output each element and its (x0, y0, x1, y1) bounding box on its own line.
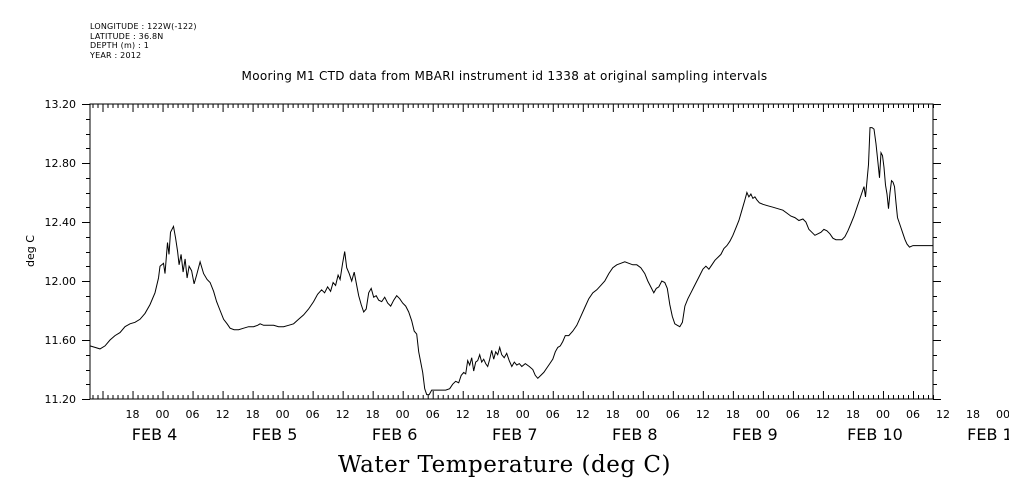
x-tick-label: 18 (846, 408, 860, 421)
x-tick-label: 00 (996, 408, 1009, 421)
x-tick-label: 06 (306, 408, 320, 421)
x-tick-label: 00 (396, 408, 410, 421)
longitude-label: LONGITUDE : 122W(-122) (90, 22, 197, 31)
y-tick-label: 12.40 (45, 216, 77, 229)
temperature-series-line (89, 127, 933, 396)
x-tick-label: 06 (666, 408, 680, 421)
y-tick-label: 11.20 (45, 393, 77, 406)
x-tick-label: 18 (486, 408, 500, 421)
x-day-label: FEB 10 (847, 425, 903, 444)
chart-title: Mooring M1 CTD data from MBARI instrumen… (241, 69, 768, 83)
x-tick-label: 12 (816, 408, 830, 421)
y-axis-label: deg C (24, 235, 37, 267)
plot-frame (89, 103, 934, 400)
x-day-label: FEB 8 (612, 425, 658, 444)
x-day-label: FEB 11 (967, 425, 1009, 444)
x-tick-label: 12 (936, 408, 950, 421)
latitude-label: LATITUDE : 36.8N (90, 31, 164, 41)
metadata-block: LONGITUDE : 122W(-122) LATITUDE : 36.8N … (90, 22, 197, 60)
x-tick-label: 12 (696, 408, 710, 421)
x-tick-label: 06 (186, 408, 200, 421)
x-tick-label: 00 (276, 408, 290, 421)
x-tick-label: 00 (516, 408, 530, 421)
x-day-label: FEB 6 (372, 425, 418, 444)
x-day-label: FEB 5 (252, 425, 298, 444)
y-tick-label: 12.00 (45, 275, 77, 288)
x-tick-label: 06 (906, 408, 920, 421)
x-tick-label: 00 (876, 408, 890, 421)
y-tick-label: 12.80 (45, 157, 77, 170)
x-day-label: FEB 9 (732, 425, 778, 444)
x-tick-label: 00 (756, 408, 770, 421)
x-tick-label: 18 (726, 408, 740, 421)
x-tick-label: 18 (366, 408, 380, 421)
x-tick-label: 12 (216, 408, 230, 421)
x-day-label: FEB 7 (492, 425, 538, 444)
x-tick-label: 00 (156, 408, 170, 421)
x-tick-label: 12 (336, 408, 350, 421)
x-tick-label: 18 (606, 408, 620, 421)
x-tick-label: 12 (576, 408, 590, 421)
x-tick-label: 06 (426, 408, 440, 421)
x-tick-label: 06 (786, 408, 800, 421)
x-tick-label: 18 (126, 408, 140, 421)
depth-label: DEPTH (m) : 1 (90, 41, 149, 50)
y-tick-label: 11.60 (45, 334, 77, 347)
x-tick-label: 00 (636, 408, 650, 421)
x-tick-label: 12 (456, 408, 470, 421)
x-tick-label: 18 (246, 408, 260, 421)
axes: 18 00 06 12 18 00 06 12 18 00 06 12 18 00 06 12 18 00 06 12… (45, 98, 1009, 444)
year-label: YEAR : 2012 (90, 50, 142, 60)
bottom-title: Water Temperature (deg C) (338, 452, 671, 478)
x-tick-label: 18 (966, 408, 980, 421)
y-tick-label: 13.20 (45, 98, 77, 111)
x-day-label: FEB 4 (132, 425, 178, 444)
x-tick-label: 06 (546, 408, 560, 421)
